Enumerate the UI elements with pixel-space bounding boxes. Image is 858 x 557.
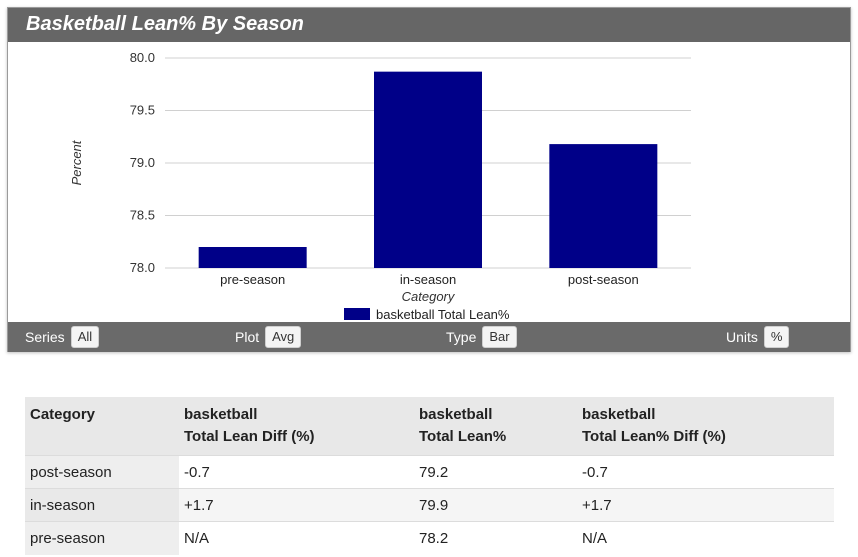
type-label: Type <box>446 329 477 345</box>
table-header-row: Category basketball Total Lean Diff (%) b… <box>25 397 834 456</box>
series-label: Series <box>25 329 65 345</box>
table-row: pre-season N/A 78.2 N/A <box>25 521 834 555</box>
x-tick-label: post-season <box>568 272 639 287</box>
legend-label: basketball Total Lean% <box>376 307 510 322</box>
y-tick-label: 78.0 <box>130 260 155 275</box>
units-select-button[interactable]: % <box>763 326 790 348</box>
y-tick-label: 78.5 <box>130 208 155 223</box>
type-control: Type Bar <box>446 322 517 352</box>
bar <box>198 247 307 268</box>
data-table: Category basketball Total Lean Diff (%) b… <box>25 397 834 555</box>
table-cell: N/A <box>577 521 834 555</box>
y-tick-label: 79.5 <box>130 103 155 118</box>
header-total-lean: basketball Total Lean% <box>414 397 577 456</box>
chart-panel: Basketball Lean% By Season 78.0 78.5 79.0 7… <box>7 7 851 352</box>
chart-title: Basketball Lean% By Season <box>26 13 304 35</box>
header-category: Category <box>25 397 179 456</box>
y-tick-label: 80.0 <box>130 50 155 65</box>
y-axis-label: Percent <box>69 139 84 185</box>
bar-chart: 78.0 78.5 79.0 79.5 80.0 Percent pre-season in-… <box>69 50 691 322</box>
table-cell: -0.7 <box>179 455 414 489</box>
series-select-button[interactable]: All <box>70 326 100 348</box>
legend-swatch <box>344 308 370 320</box>
table-cell: +1.7 <box>577 488 834 522</box>
table-cell: pre-season <box>25 521 179 555</box>
y-tick-label: 79.0 <box>130 155 155 170</box>
units-control: Units % <box>726 322 790 352</box>
header-total-lean-pct-diff: basketball Total Lean% Diff (%) <box>577 397 834 456</box>
table-cell: -0.7 <box>577 455 834 489</box>
x-axis-label: Category <box>402 289 456 304</box>
units-label: Units <box>726 329 758 345</box>
table-row: post-season -0.7 79.2 -0.7 <box>25 455 834 489</box>
bar <box>374 71 482 269</box>
bar <box>549 144 658 268</box>
table-cell: N/A <box>179 521 414 555</box>
plot-select-button[interactable]: Avg <box>265 326 302 348</box>
plot-label: Plot <box>235 329 260 345</box>
table-cell: 79.9 <box>414 488 577 522</box>
series-control: Series All <box>25 322 100 352</box>
panel-header: Basketball Lean% By Season <box>8 8 850 42</box>
plot-control: Plot Avg <box>235 322 302 352</box>
header-total-lean-diff: basketball Total Lean Diff (%) <box>179 397 414 456</box>
x-tick-label: pre-season <box>220 272 285 287</box>
table-cell: post-season <box>25 455 179 489</box>
chart-controls-bar: Series All Plot Avg Type Bar Units % <box>8 322 850 352</box>
table-cell: in-season <box>25 488 179 522</box>
type-select-button[interactable]: Bar <box>482 326 517 348</box>
table-cell: 78.2 <box>414 521 577 555</box>
table-row: in-season +1.7 79.9 +1.7 <box>25 488 834 522</box>
table-cell: +1.7 <box>179 488 414 522</box>
table-cell: 79.2 <box>414 455 577 489</box>
x-tick-label: in-season <box>400 272 456 287</box>
